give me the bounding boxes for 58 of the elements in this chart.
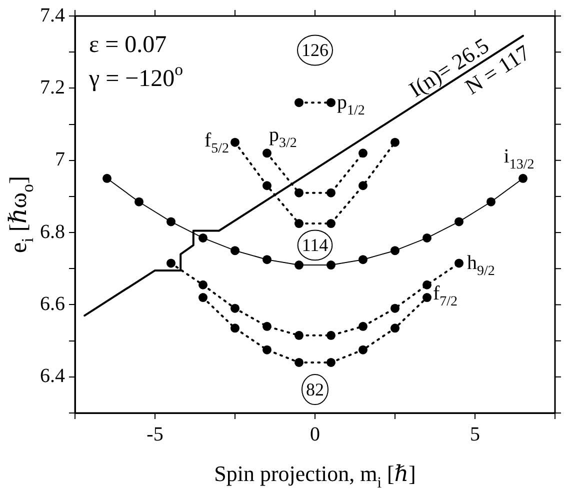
point xyxy=(326,260,336,270)
point xyxy=(294,98,304,108)
point xyxy=(326,219,336,228)
point xyxy=(294,260,304,270)
point xyxy=(358,322,368,331)
point xyxy=(422,280,432,290)
y-axis-title: ei [ℏωo] xyxy=(6,176,38,253)
point xyxy=(390,304,400,313)
point xyxy=(262,148,272,158)
annotation: 114 xyxy=(302,234,328,255)
point xyxy=(422,233,432,242)
point xyxy=(166,217,176,226)
point xyxy=(262,345,272,354)
point xyxy=(422,293,432,302)
y-tick-label: 6.4 xyxy=(40,365,65,388)
point xyxy=(262,255,272,264)
annotation: 126 xyxy=(302,40,328,60)
point xyxy=(230,138,240,147)
point xyxy=(326,330,336,340)
point xyxy=(326,98,336,108)
point xyxy=(326,358,336,367)
annotation: ε = 0.07 xyxy=(89,32,167,58)
annotation: 82 xyxy=(306,379,324,400)
point xyxy=(294,188,304,198)
point xyxy=(358,181,368,190)
point xyxy=(294,219,304,228)
point xyxy=(454,258,464,268)
x-tick-label: -5 xyxy=(146,423,164,446)
point xyxy=(230,246,240,256)
point xyxy=(262,322,272,331)
point xyxy=(230,324,240,333)
point xyxy=(358,148,368,158)
point xyxy=(454,217,464,226)
x-tick-label: 5 xyxy=(470,423,480,446)
point xyxy=(198,293,208,302)
point xyxy=(134,197,144,206)
point xyxy=(294,330,304,340)
point xyxy=(390,138,400,147)
point xyxy=(326,188,336,198)
y-tick-label: 7.2 xyxy=(40,76,65,98)
point xyxy=(390,246,400,256)
x-tick-label: 0 xyxy=(310,423,320,446)
point xyxy=(358,345,368,354)
point xyxy=(486,197,496,206)
point xyxy=(230,304,240,313)
point xyxy=(358,255,368,264)
y-tick-label: 7.4 xyxy=(40,4,65,26)
point xyxy=(518,174,528,183)
point xyxy=(198,280,208,290)
y-tick-label: 6.6 xyxy=(40,292,65,315)
y-tick-label: 7 xyxy=(55,148,65,171)
point xyxy=(102,174,112,183)
point xyxy=(166,258,176,268)
point xyxy=(198,233,208,242)
point xyxy=(390,324,400,333)
point xyxy=(262,181,272,190)
point xyxy=(294,358,304,367)
y-tick-label: 6.8 xyxy=(40,220,65,243)
